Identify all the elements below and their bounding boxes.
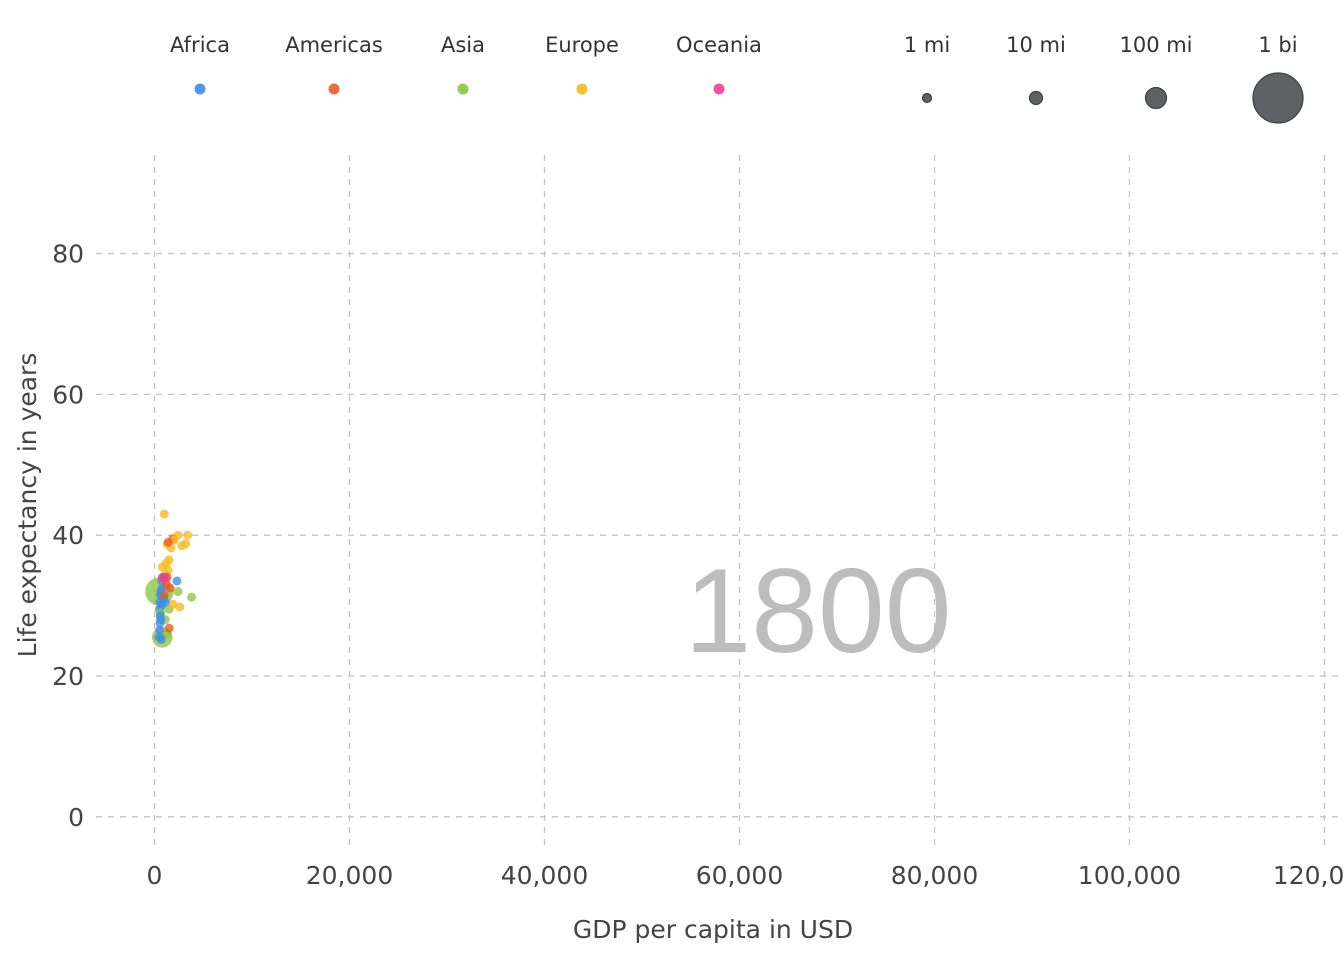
size-legend-label: 1 mi (904, 33, 950, 57)
data-points (145, 509, 197, 648)
data-point-europe (175, 602, 185, 612)
legend-marker (328, 83, 340, 95)
size-legend-label: 10 mi (1006, 33, 1066, 57)
data-point-africa (155, 625, 165, 635)
size-legend-item: 1 bi (1252, 33, 1304, 124)
x-tick-label: 40,000 (501, 861, 588, 890)
size-legend-marker (1252, 72, 1304, 124)
data-point-americas (161, 579, 171, 589)
legend-marker (576, 83, 588, 95)
y-tick-label: 80 (52, 240, 84, 269)
data-point-asia (173, 587, 183, 597)
legend-label: Asia (441, 33, 485, 57)
data-point-oceania (160, 572, 170, 582)
size-legend-label: 100 mi (1119, 33, 1192, 57)
legend-label: Oceania (676, 33, 762, 57)
continent-legend: Africa Americas Asia Europe Oceania (170, 33, 762, 95)
y-tick-label: 20 (52, 662, 84, 691)
y-axis-ticks: 0 20 40 60 80 (52, 240, 84, 832)
legend-marker (457, 83, 469, 95)
data-point-europe (163, 565, 173, 575)
legend-item-europe: Europe (545, 33, 619, 95)
size-legend-label: 1 bi (1258, 33, 1297, 57)
x-tick-label: 20,000 (306, 861, 393, 890)
data-point-americas (159, 590, 169, 600)
legend-item-africa: Africa (170, 33, 230, 95)
data-point-africa (156, 634, 166, 644)
x-tick-label: 0 (147, 861, 163, 890)
data-point-africa (155, 611, 165, 621)
grid-lines (96, 155, 1344, 845)
legend-item-asia: Asia (441, 33, 485, 95)
data-point-americas (164, 623, 174, 633)
legend-label: Europe (545, 33, 619, 57)
data-point-africa (155, 618, 165, 628)
y-axis-title: Life expectancy in years (13, 353, 42, 658)
year-label: 1800 (685, 544, 952, 678)
data-point-europe (177, 541, 187, 551)
y-tick-label: 0 (68, 803, 84, 832)
x-axis-title: GDP per capita in USD (573, 915, 853, 944)
x-tick-label: 100,000 (1078, 861, 1181, 890)
data-point-americas (163, 537, 173, 547)
size-legend-item: 1 mi (904, 33, 950, 104)
legend-label: Americas (285, 33, 383, 57)
data-point-africa (160, 597, 170, 607)
legend-label: Africa (170, 33, 230, 57)
x-axis-ticks: 0 20,000 40,000 60,000 80,000 100,000 120,000 (147, 861, 1344, 890)
size-legend-marker (1144, 86, 1168, 110)
data-point-europe (164, 555, 174, 565)
data-point-asia (187, 592, 197, 602)
data-point-europe (159, 509, 169, 519)
y-tick-label: 40 (52, 521, 84, 550)
data-point-europe (183, 530, 193, 540)
data-point-africa (172, 576, 182, 586)
x-tick-label: 80,000 (891, 861, 978, 890)
size-legend-item: 100 mi (1119, 33, 1193, 110)
size-legend-marker (921, 92, 933, 104)
population-size-legend: 1 mi 10 mi 100 mi 1 bi (904, 33, 1304, 124)
x-tick-label: 120,000 (1273, 861, 1344, 890)
size-legend-marker (1028, 90, 1044, 106)
legend-item-oceania: Oceania (676, 33, 762, 95)
data-point-europe (168, 599, 178, 609)
legend-marker (194, 83, 206, 95)
y-tick-label: 60 (52, 380, 84, 409)
legend-marker (713, 83, 725, 95)
legend-item-americas: Americas (285, 33, 383, 95)
x-tick-label: 60,000 (696, 861, 783, 890)
size-legend-item: 10 mi (1006, 33, 1066, 106)
